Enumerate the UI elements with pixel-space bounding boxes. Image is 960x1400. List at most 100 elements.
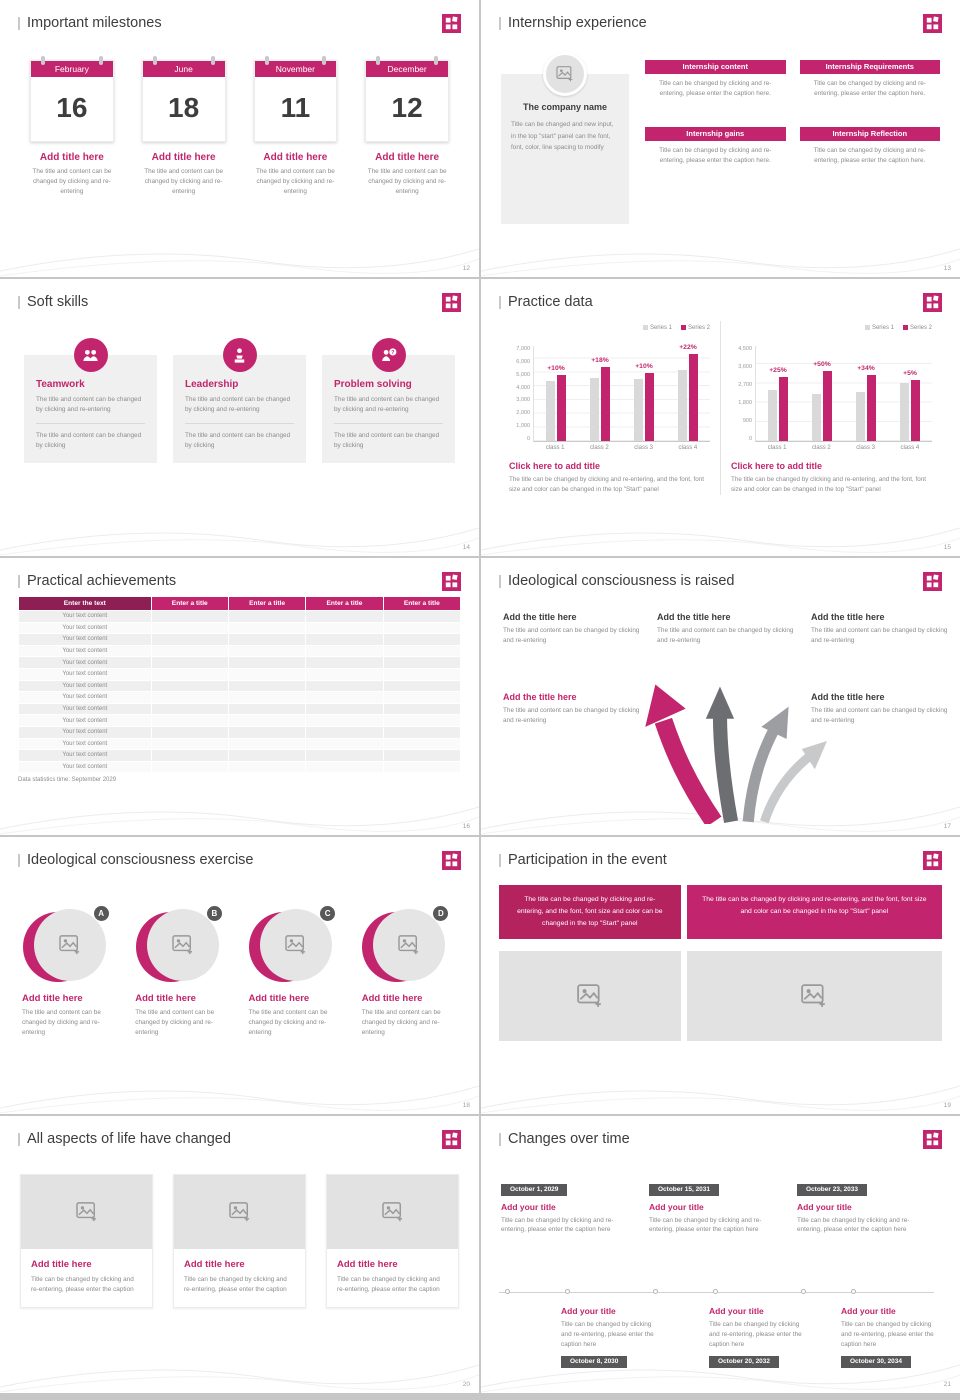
growth-label: +10% [635,363,653,371]
slide-practice-data[interactable]: Practice data Series 1 Series 2 7,000 6,00… [481,279,960,556]
table-row: Your text content [18,667,462,681]
table-cell [305,621,384,635]
title-accent-bar [499,574,501,588]
internship-box-caption: Title can be changed by clicking and re-… [813,146,926,164]
bar [678,369,687,441]
slide-important-milestones[interactable]: Important milestones February 16 Add tit… [0,0,479,277]
skill-body-2: The title and content can be changed by … [185,431,291,449]
growth-label: +5% [903,370,917,378]
slide-life-changed[interactable]: All aspects of life have changed Add tit… [0,1116,479,1393]
table-cell [305,656,384,669]
image-placeholder: A [22,906,109,982]
table-cell [382,621,462,635]
bar-group: +10% [546,346,566,441]
event-heading: Add your title [709,1306,764,1316]
title-accent-bar [18,16,20,30]
image-placeholder-icon [59,935,81,955]
chart-title-link[interactable]: Click here to add title [731,461,823,471]
bar [867,375,876,441]
timeline-dot [505,1289,510,1294]
table-row: Your text content [18,610,462,623]
image-placeholder [327,1175,458,1249]
event-heading: Add your title [561,1306,616,1316]
event-heading: Add your title [501,1201,556,1212]
table-cell [305,714,384,727]
exercise-item: A Add title here The title and content c… [22,906,117,1038]
chart-caption: The title can be changed by clicking and… [509,476,704,493]
image-placeholder: B [135,906,222,982]
page-number: 18 [462,1102,470,1109]
bar-group: +5% [900,346,920,441]
table-cell [382,725,462,739]
title-accent-bar [499,295,501,309]
raised-item: Add the title here The title and content… [811,692,951,726]
date-badge: October 30, 2034 [841,1355,912,1368]
slide-changes-over-time[interactable]: Changes over time October 1, 2029 Add yo… [481,1116,960,1393]
table-cell [382,656,462,669]
text-banner: The title can be changed by clicking and… [686,885,942,939]
table-cell [382,644,462,658]
growth-label: +34% [857,365,875,373]
slide-title: All aspects of life have changed [27,1131,231,1147]
slide-practical-achievements[interactable]: Practical achievements Enter the text En… [0,558,479,835]
table-cell [150,667,229,681]
bar [645,373,654,441]
bar-group: +18% [590,346,610,441]
page-number: 19 [943,1102,951,1109]
life-card: Add title here Title can be changed by c… [20,1174,153,1308]
skill-body: The title and content can be changed by … [334,396,440,413]
divider [334,422,443,424]
slide-internship-experience[interactable]: Internship experience The company name T… [481,0,960,277]
exercise-item: C Add title here The title and content c… [249,906,344,1038]
table-cell [382,737,462,751]
internship-box-heading: Internship Requirements [799,60,940,74]
page-number: 14 [462,544,470,551]
table-cell: Your text content [18,610,152,623]
timeline-dot [653,1289,658,1294]
calendar-day: 18 [168,92,200,123]
table-body: Your text content Your text content Your t… [18,610,462,774]
slide-soft-skills[interactable]: Soft skills Teamwork The title and conte… [0,279,479,556]
event-caption: Title can be changed by clicking and re-… [841,1321,934,1348]
chart-title-link[interactable]: Click here to add title [509,461,601,471]
milestone-card: June 18 Add title here The title and con… [136,54,232,197]
table-cell [382,714,462,727]
slide-participation[interactable]: Participation in the event The title can… [481,837,960,1114]
internship-box: Internship Requirements Title can be cha… [799,60,940,99]
plot-area: +25% +50% +34% +5% [755,346,932,442]
bar-group: +34% [856,346,876,441]
slide-title: Soft skills [27,294,89,310]
slide-consciousness-raised[interactable]: Ideological consciousness is raised Add … [481,558,960,835]
raised-caption: The title and content can be changed by … [503,627,640,644]
text-banner: The title can be changed by clicking and… [499,885,681,939]
exercise-item: B Add title here The title and content c… [135,906,230,1038]
image-placeholder-icon [229,1202,251,1222]
bar-chart: Series 1 Series 2 7,000 6,000 5,000 4,000 3,0… [499,321,720,495]
table-row: Your text content [18,702,462,716]
table-cell [150,714,229,727]
calendar-icon: June 18 [141,56,226,142]
slide-consciousness-exercise[interactable]: Ideological consciousness exercise A Add… [0,837,479,1114]
table-cell [150,610,229,623]
raised-item: Add the title here The title and content… [811,612,951,646]
title-accent-bar [18,574,20,588]
company-name: The company name [522,102,608,112]
skill-card: Leadership The title and content can be … [173,338,306,463]
table-cell: Your text content [18,702,152,716]
image-placeholder-icon [285,935,307,955]
table-cell [382,691,462,704]
chart-legend: Series 1 Series 2 [509,323,710,332]
brand-logo-icon [923,851,942,870]
raised-item: Add the title here The title and content… [503,692,643,726]
table-cell: Your text content [18,749,152,762]
y-axis: 7,000 6,000 5,000 4,000 3,000 2,000 1,000 0 [516,346,530,442]
problem-solving-icon [371,338,406,372]
wave-decoration [0,791,479,835]
skill-card: Teamwork The title and content can be ch… [24,338,157,463]
brand-logo-icon [923,293,942,312]
merging-arrows-graphic [645,684,827,824]
bar-group: +10% [634,346,654,441]
brand-logo-icon [923,572,942,591]
table-cell [227,749,307,762]
exercise-heading: Add title here [22,993,83,1004]
